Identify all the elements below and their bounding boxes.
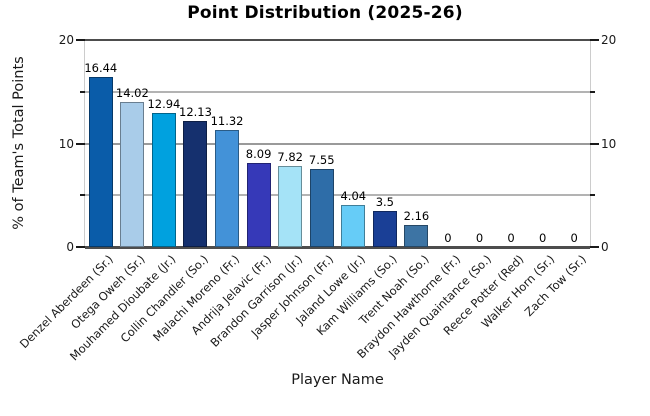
y-minor-tick-left <box>80 90 85 93</box>
gridline-20 <box>85 39 590 41</box>
bar-value-label: 2.16 <box>403 208 430 223</box>
bar-value-label: 0 <box>475 231 484 245</box>
bar-value-label: 7.55 <box>308 152 335 167</box>
bar-value-label: 14.02 <box>115 85 149 100</box>
y-tick-mark-right <box>590 142 599 145</box>
chart-title: Point Distribution (2025-26) <box>187 3 463 23</box>
bar-value-label: 3.5 <box>375 194 394 209</box>
bar <box>341 205 366 247</box>
y-tick-label-left: 10 <box>58 136 74 151</box>
y-tick-mark-right <box>590 39 599 41</box>
y-tick-mark-right <box>590 246 599 248</box>
x-axis-line <box>85 245 590 249</box>
x-axis-title: Player Name <box>291 372 384 388</box>
y-tick-label-right: 20 <box>601 33 617 47</box>
bar-value-label: 7.82 <box>277 150 303 165</box>
y-axis-title: % of Team's Total Points <box>11 56 27 230</box>
bar <box>372 210 397 247</box>
bar-value-label: 0 <box>444 231 452 245</box>
bar-value-label: 4.04 <box>340 189 367 204</box>
y-tick-mark-left <box>76 246 85 248</box>
y-tick-mark-left <box>76 142 85 145</box>
gridline-5 <box>85 194 590 197</box>
bar <box>215 129 240 247</box>
plot-area: 0 0 10 10 20 20 16.44 Denzel Aberdeen (Sr.) 14.0… <box>17 33 617 363</box>
y-minor-tick-right <box>590 194 595 197</box>
bar <box>183 121 208 247</box>
bar <box>278 166 303 247</box>
bar-value-label: 8.09 <box>245 147 272 162</box>
y-tick-label-right: 10 <box>601 136 617 151</box>
bar-value-label: 11.32 <box>210 113 244 128</box>
y-tick-mark-left <box>76 39 85 41</box>
bar <box>151 113 176 247</box>
bar <box>309 168 334 247</box>
bar-value-label: 12.13 <box>179 105 212 120</box>
bar-value-label: 12.94 <box>147 97 181 112</box>
gridline-15 <box>85 90 590 93</box>
bar-value-label: 0 <box>538 231 547 245</box>
bar <box>404 224 429 247</box>
y-minor-tick-right <box>590 90 595 93</box>
bar-value-label: 0 <box>570 231 578 245</box>
bar <box>88 76 113 247</box>
y-minor-tick-left <box>80 194 85 197</box>
y-tick-label-right: 0 <box>601 240 609 254</box>
bar <box>120 101 145 247</box>
bar-value-label: 16.44 <box>84 60 118 75</box>
y-tick-label-left: 20 <box>58 33 74 47</box>
bar <box>246 163 271 247</box>
bar-value-label: 0 <box>507 231 515 245</box>
y-tick-label-left: 0 <box>66 240 74 254</box>
gridline-10 <box>85 142 590 145</box>
